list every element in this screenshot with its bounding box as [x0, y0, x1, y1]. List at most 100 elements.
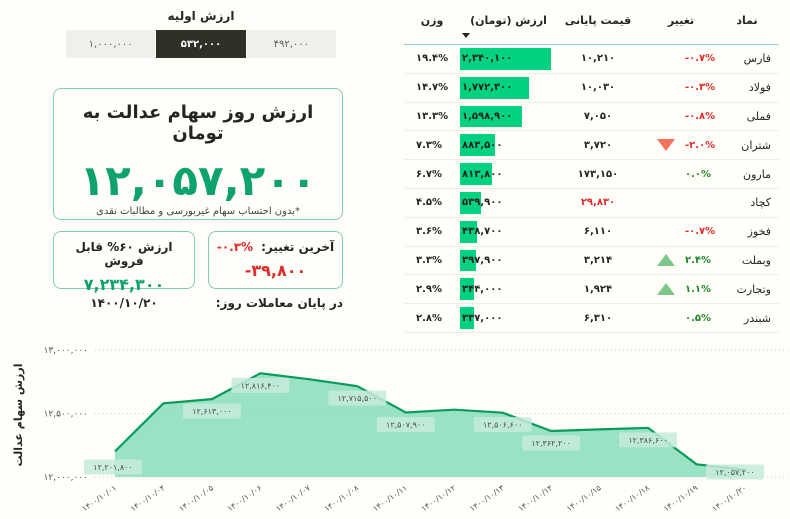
cell-change: -۰.۸% — [639, 111, 723, 122]
arrow-up-icon — [657, 254, 675, 267]
value-text: ۱,۵۹۸,۹۰۰ — [462, 110, 513, 122]
cell-close-price: ۱,۹۲۴ — [583, 283, 613, 295]
cell-weight: ۴.۵% — [416, 197, 443, 209]
change-percent: -۰.۷% — [685, 53, 716, 65]
cell-close-price: ۶,۱۱۰ — [583, 226, 613, 238]
table-row[interactable]: کچاد ۲۹,۸۳۰ ۵۳۹,۹۰۰ ۴.۵% — [404, 189, 779, 218]
value-text: ۳۳۷,۰۰۰ — [462, 312, 503, 324]
cell-close-price: ۳,۲۱۴ — [583, 254, 613, 266]
data-label: ۱۲,۶۱۳,۰۰۰ — [192, 407, 231, 416]
value-bar — [460, 278, 474, 301]
cell-change: -۰.۷% — [639, 53, 723, 64]
header-weight[interactable]: وزن — [420, 14, 444, 27]
x-tick-label: ۱۴۰۰/۱۰/۰۸ — [323, 483, 361, 514]
data-label-bg — [473, 417, 532, 433]
last-change-label: آخرین تغییر: — [261, 240, 335, 254]
change-percent: -۰.۳% — [685, 82, 716, 94]
cell-value: ۲,۳۴۰,۱۰۰ — [460, 45, 557, 73]
cell-symbol: مارون — [743, 167, 771, 181]
x-tick-label: ۱۴۰۰/۱۰/۱۸ — [613, 483, 651, 514]
cell-close-price: ۱۰,۰۳۰ — [580, 82, 616, 94]
change-percent: ۲.۴% — [685, 254, 712, 266]
initial-value-title: ارزش اولیه — [167, 9, 235, 23]
header-close-price[interactable]: قیمت پایانی — [564, 14, 632, 27]
holdings-table: نماد تغییر قیمت پایانی ارزش (تومان) وزن … — [404, 0, 779, 333]
date-row: در پایان معاملات روز: ۱۴۰۰/۱۰/۲۰ — [53, 296, 343, 310]
table-row[interactable]: فارس -۰.۷% ۱۰,۲۱۰ ۲,۳۴۰,۱۰۰ ۱۹.۴% — [404, 45, 779, 74]
cell-value: ۴۳۸,۷۰۰ — [460, 218, 557, 246]
last-change-amount: -۳۹,۸۰۰ — [244, 261, 307, 280]
value-bar — [460, 249, 476, 272]
header-symbol[interactable]: نماد — [736, 14, 758, 27]
data-label-bg — [231, 377, 290, 393]
change-percent: -۰.۸% — [685, 110, 716, 122]
change-percent: -۲.۰% — [685, 139, 716, 151]
x-tick-label: ۱۴۰۰/۱۰/۰۱ — [80, 483, 118, 513]
data-label: ۱۲,۳۶۲,۲۰۰ — [531, 439, 570, 448]
data-label: ۱۲,۳۸۶,۶۰۰ — [628, 436, 667, 445]
initial-option-1000000[interactable]: ۱,۰۰۰,۰۰۰ — [66, 30, 157, 58]
main-value-card: ارزش روز سهام عدالت به تومان ۱۲,۰۵۷,۲۰۰ … — [53, 88, 343, 220]
data-label: ۱۲,۷۱۵,۵۰۰ — [338, 394, 377, 403]
initial-option-532000[interactable]: ۵۳۲,۰۰۰ — [156, 30, 247, 58]
value-bar — [460, 105, 522, 128]
cell-symbol: شتران — [741, 138, 771, 152]
cell-change: ۰.۵% — [639, 313, 723, 324]
data-label: ۱۲,۰۵۷,۲۰۰ — [715, 468, 754, 477]
x-tick-label: ۱۴۰۰/۱۰/۲۰ — [710, 483, 748, 513]
cell-weight: ۶.۷% — [416, 168, 443, 180]
cell-close-price: ۱۷۳,۱۵۰ — [577, 168, 619, 180]
value-bar — [460, 307, 474, 329]
cell-symbol: شبندر — [744, 311, 771, 325]
table-row[interactable]: فولاد -۰.۳% ۱۰,۰۳۰ ۱,۷۷۲,۳۰۰ ۱۴.۷% — [404, 74, 779, 103]
table-row[interactable]: وتجارت ۱.۱% ۱,۹۲۴ ۳۴۴,۰۰۰ ۲.۹% — [404, 275, 779, 305]
initial-option-492000[interactable]: ۴۹۲,۰۰۰ — [246, 30, 336, 58]
cell-value: ۳۳۷,۰۰۰ — [460, 304, 557, 332]
cell-value: ۳۹۷,۹۰۰ — [460, 247, 557, 275]
value-text: ۳۹۷,۹۰۰ — [462, 254, 503, 266]
sellable-title: ارزش ۶۰% قابل فروش — [75, 240, 173, 268]
cell-close-price: ۱۰,۲۱۰ — [580, 53, 616, 65]
data-label-bg — [376, 416, 435, 432]
header-value[interactable]: ارزش (تومان) — [460, 14, 557, 38]
value-bar — [460, 220, 478, 243]
table-row[interactable]: مارون ۰.۰% ۱۷۳,۱۵۰ ۸۱۳,۸۰۰ ۶.۷% — [404, 160, 779, 189]
value-text: ۲,۳۴۰,۱۰۰ — [462, 53, 513, 65]
table-row[interactable]: فملی -۰.۸% ۷,۰۵۰ ۱,۵۹۸,۹۰۰ ۱۳.۳% — [404, 103, 779, 132]
x-tick-label: ۱۴۰۰/۱۰/۰۷ — [274, 483, 312, 514]
main-value-note: *بدون احتساب سهام غیربورسی و مطالبات نقد… — [96, 206, 300, 217]
date-value: ۱۴۰۰/۱۰/۲۰ — [90, 296, 158, 310]
x-tick-label: ۱۴۰۰/۱۰/۱۲ — [420, 483, 458, 513]
data-label-bg — [619, 432, 678, 448]
cell-change: ۰.۰% — [639, 169, 723, 180]
x-tick-label: ۱۴۰۰/۱۰/۱۱ — [371, 483, 409, 513]
y-tick-label: ۱۳,۰۰۰,۰۰۰ — [44, 346, 88, 356]
cell-change: ۲.۴% — [639, 254, 723, 267]
table-header: نماد تغییر قیمت پایانی ارزش (تومان) وزن — [404, 0, 779, 45]
data-label: ۱۲,۸۱۶,۴۰۰ — [241, 381, 280, 390]
table-row[interactable]: شبندر ۰.۵% ۶,۳۱۰ ۳۳۷,۰۰۰ ۲.۸% — [404, 304, 779, 333]
arrow-down-icon — [657, 139, 675, 152]
cell-value: ۳۴۴,۰۰۰ — [460, 275, 557, 303]
value-bar — [460, 134, 495, 157]
header-change[interactable]: تغییر — [667, 14, 695, 27]
cell-weight: ۲.۹% — [416, 283, 443, 295]
cell-value: ۸۱۳,۸۰۰ — [460, 160, 557, 188]
cell-weight: ۱۴.۷% — [416, 82, 449, 94]
change-percent: -۰.۷% — [685, 226, 716, 238]
cell-symbol: وتجارت — [736, 282, 772, 296]
table-row[interactable]: وبملت ۲.۴% ۳,۲۱۴ ۳۹۷,۹۰۰ ۳.۳% — [404, 247, 779, 276]
value-text: ۸۱۳,۸۰۰ — [462, 168, 503, 180]
cell-weight: ۱۳.۳% — [416, 110, 449, 122]
cell-change: ۱.۱% — [639, 283, 723, 296]
value-text: ۴۳۸,۷۰۰ — [462, 226, 503, 238]
x-tick-label: ۱۴۰۰/۱۰/۰۵ — [177, 483, 215, 513]
x-tick-label: ۱۴۰۰/۱۰/۱۴ — [517, 483, 555, 513]
value-bar — [460, 76, 530, 99]
x-tick-label: ۱۴۰۰/۱۰/۰۴ — [129, 483, 167, 513]
table-row[interactable]: شتران -۲.۰% ۳,۷۲۰ ۸۸۳,۵۰۰ ۷.۳% — [404, 131, 779, 161]
last-change-header: آخرین تغییر: -۰.۳% — [209, 240, 342, 254]
data-label-bg — [522, 435, 581, 451]
cell-weight: ۳.۶% — [416, 226, 443, 238]
table-row[interactable]: فخوز -۰.۷% ۶,۱۱۰ ۴۳۸,۷۰۰ ۳.۶% — [404, 218, 779, 247]
